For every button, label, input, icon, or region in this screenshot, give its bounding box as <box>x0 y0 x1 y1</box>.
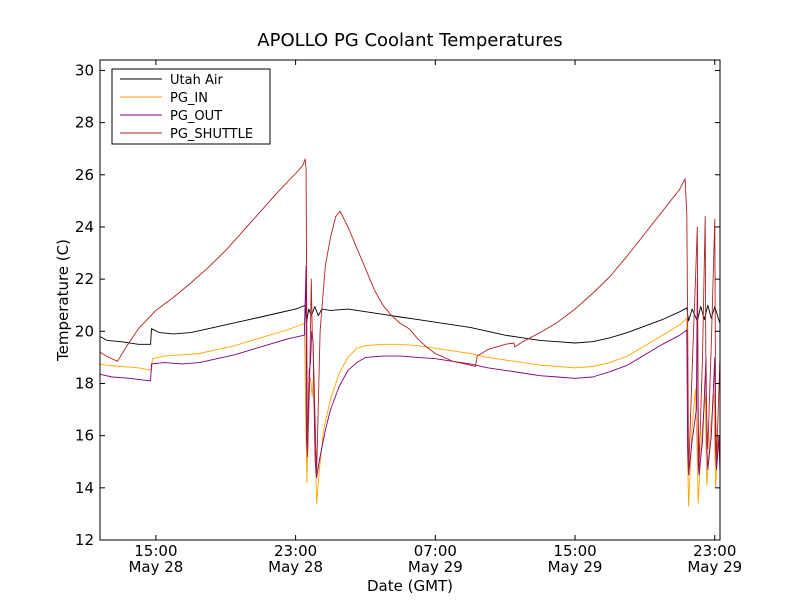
y-tick-label: 16 <box>75 427 94 445</box>
legend-box <box>111 68 271 145</box>
series-layer <box>100 158 720 507</box>
x-tick-label-date: May 28 <box>268 558 323 576</box>
x-tick-label-time: 15:00 <box>134 542 177 560</box>
y-axis-title: Temperature (C) <box>54 239 72 362</box>
x-tick-label-date: May 29 <box>548 558 603 576</box>
y-tick-label: 26 <box>75 166 94 184</box>
x-tick-label-time: 23:00 <box>693 542 736 560</box>
y-tick-label: 28 <box>75 114 94 132</box>
y-tick-label: 30 <box>75 61 94 79</box>
x-axis-title: Date (GMT) <box>367 577 453 595</box>
legend-items: Utah Air PG_IN PG_OUT PG_SHUTTLE <box>120 73 253 142</box>
y-tick-label: 20 <box>75 322 94 340</box>
series-line-pg-shuttle <box>100 158 720 476</box>
y-tick-label: 12 <box>75 531 94 549</box>
x-tick-label-date: May 29 <box>687 558 742 576</box>
plot-frame <box>99 59 721 541</box>
legend-label-pg-out: PG_OUT <box>170 109 222 124</box>
y-tick-label: 18 <box>75 374 94 392</box>
x-tick-label-time: 23:00 <box>274 542 317 560</box>
legend-label-utah-air: Utah Air <box>170 73 223 88</box>
series-line-pg-in <box>100 317 720 507</box>
legend: Utah Air PG_IN PG_OUT PG_SHUTTLE <box>111 68 271 145</box>
x-tick-label-time: 07:00 <box>414 542 457 560</box>
y-tick-label: 22 <box>75 270 94 288</box>
chart-title: APOLLO PG Coolant Temperatures <box>257 30 562 51</box>
series-line-utah-air <box>100 304 720 345</box>
x-tick-label-time: 15:00 <box>553 542 596 560</box>
series-line-pg-out <box>100 265 720 478</box>
y-tick-label: 24 <box>75 218 94 236</box>
legend-label-pg-shuttle: PG_SHUTTLE <box>170 127 253 142</box>
x-tick-label-date: May 29 <box>408 558 463 576</box>
legend-label-pg-in: PG_IN <box>170 91 208 106</box>
x-tick-label-date: May 28 <box>128 558 183 576</box>
y-tick-label: 14 <box>75 479 94 497</box>
